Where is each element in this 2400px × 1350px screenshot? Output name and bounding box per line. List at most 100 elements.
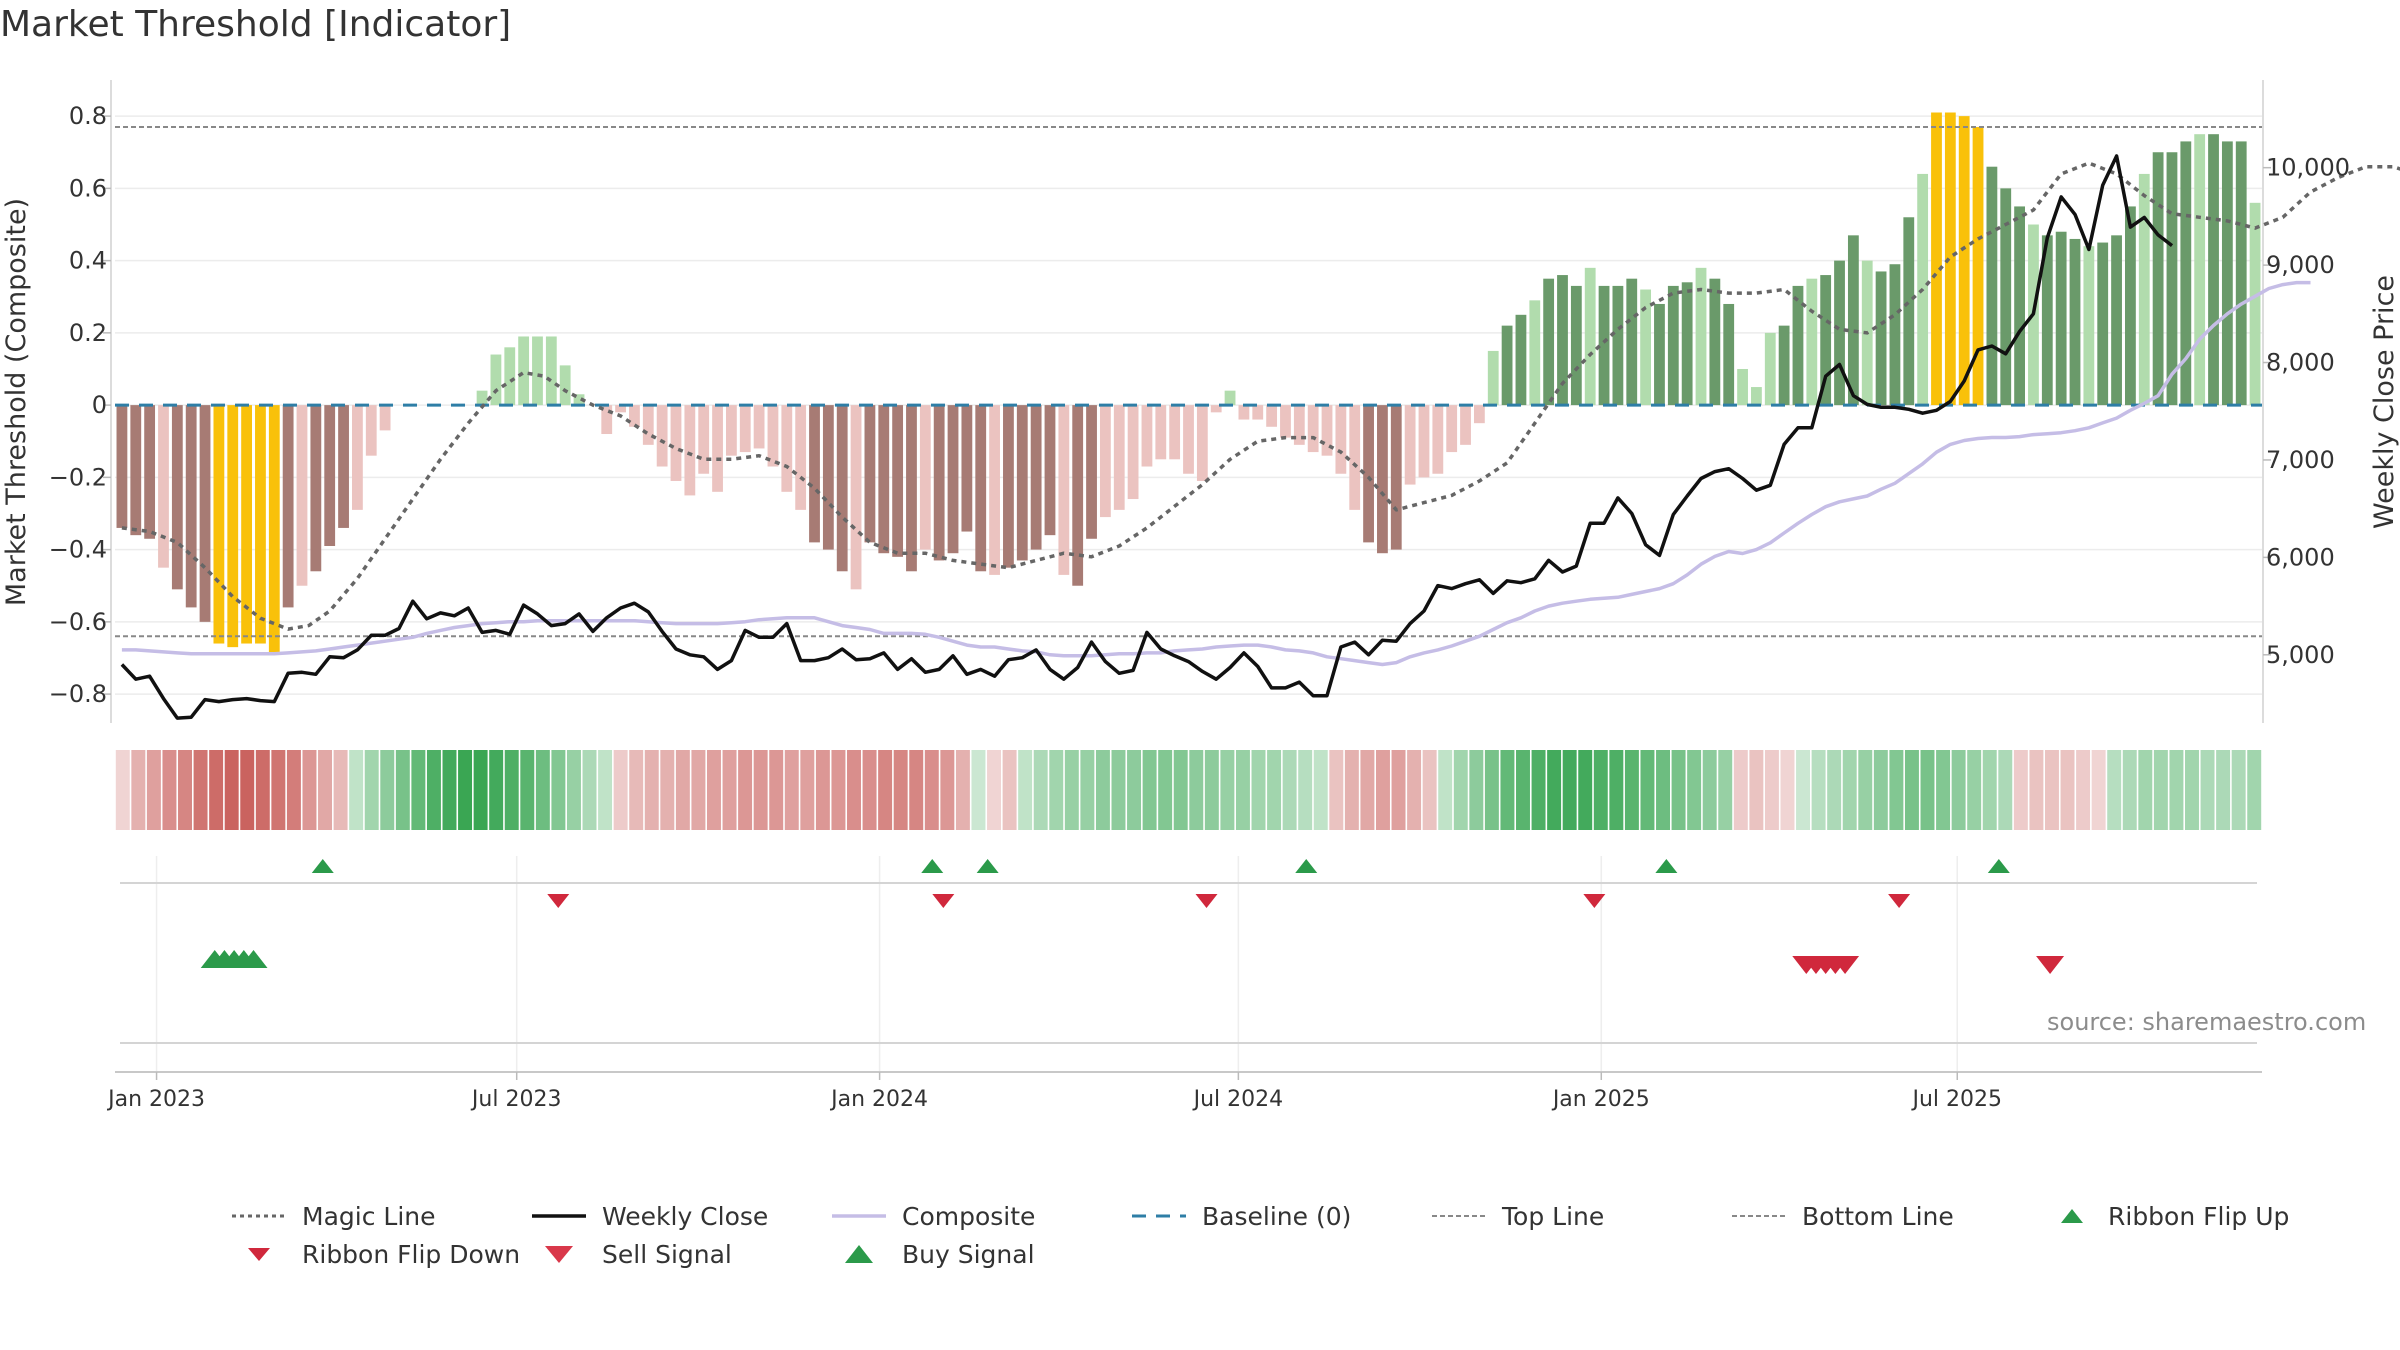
ribbon-cell (193, 750, 208, 830)
legend-label: Magic Line (302, 1201, 436, 1231)
ribbon-cell (1329, 750, 1344, 830)
composite-bar (1446, 405, 1458, 453)
composite-bar (919, 405, 931, 550)
composite-bar (961, 405, 973, 532)
composite-bar (1086, 405, 1097, 539)
right-tick-label: 9,000 (2266, 251, 2335, 279)
ribbon-cell (1220, 750, 1235, 830)
ribbon-cell (1142, 750, 1157, 830)
composite-bar (1432, 405, 1444, 474)
ribbon-cell (255, 750, 270, 830)
ribbon-cell (1173, 750, 1188, 830)
composite-bar (2180, 141, 2192, 406)
ribbon-cell (1780, 750, 1795, 830)
composite-bar (836, 405, 848, 572)
composite-bar (781, 405, 793, 492)
composite-line (121, 280, 2311, 667)
ribbon-cell (2185, 750, 2199, 830)
composite-bar (850, 405, 862, 590)
ribbon-cell (1904, 750, 1919, 830)
composite-bar (504, 347, 516, 406)
ribbon-cell (2044, 750, 2059, 830)
ribbon-cell (2091, 750, 2106, 830)
ribbon-cell (971, 750, 986, 830)
composite-bar (629, 405, 640, 427)
legend-swatch-top-line (1432, 1215, 1486, 1217)
composite-bar (1113, 405, 1125, 510)
ribbon-cell (1656, 750, 1670, 830)
left-tick-label: 0.2 (69, 319, 107, 347)
composite-bar (1224, 390, 1236, 406)
legend-item-bottom-line: Bottom Line (1730, 1198, 1954, 1234)
right-axis-title: Weekly Close Price (2369, 275, 2400, 529)
x-tick-label: Jan 2025 (1551, 1087, 1650, 1112)
ribbon-cell (411, 750, 426, 830)
ribbon-cell (2153, 750, 2168, 830)
ribbon-cell (987, 750, 1002, 830)
ribbon-cell (1936, 750, 1951, 830)
composite-bar (1183, 405, 1194, 474)
composite-bar (171, 405, 183, 590)
ribbon-cell (2029, 750, 2044, 830)
composite-bar (1792, 285, 1804, 406)
composite-bar (1321, 405, 1333, 456)
right-tick-label: 10,000 (2266, 154, 2350, 182)
ribbon-flip-up-marker (1655, 859, 1678, 873)
ribbon-cell (722, 750, 737, 830)
composite-bar (1903, 217, 1915, 406)
ribbon-cell (1313, 750, 1328, 830)
ribbon-cell (1344, 750, 1359, 830)
composite-bar (2208, 134, 2219, 406)
ribbon-cell (909, 750, 924, 830)
ribbon-cell (2247, 750, 2262, 830)
composite-bar (822, 405, 834, 550)
composite-bar (975, 405, 987, 572)
composite-bar (1335, 405, 1347, 474)
composite-bar (1820, 275, 1832, 406)
ribbon-cell (1251, 750, 1266, 830)
ribbon-cell (1796, 750, 1811, 830)
composite-bar (1003, 405, 1014, 568)
right-tick-label: 5,000 (2266, 641, 2335, 669)
composite-bar (2069, 238, 2081, 406)
ribbon-flip-down-marker (1195, 894, 1218, 908)
composite-bar (255, 405, 266, 644)
ribbon-cell (302, 750, 317, 830)
ribbon-cell (1298, 750, 1313, 830)
legend-swatch-composite (832, 1214, 886, 1218)
ribbon-cell (1127, 750, 1142, 830)
ribbon-cell (1687, 750, 1702, 830)
legend-label: Ribbon Flip Down (302, 1239, 521, 1269)
x-tick-label: Jan 2023 (106, 1087, 205, 1112)
x-tick-label: Jan 2024 (829, 1087, 928, 1112)
ribbon-cell (2107, 750, 2122, 830)
ribbon-cell (2060, 750, 2075, 830)
ribbon-cell (893, 750, 908, 830)
composite-bar (2055, 231, 2067, 406)
ribbon-cell (800, 750, 815, 830)
composite-bar (282, 405, 294, 608)
right-tick-label: 8,000 (2266, 349, 2335, 377)
ribbon-cell (489, 750, 504, 830)
ribbon-cell (520, 750, 535, 830)
composite-bar (725, 405, 737, 456)
ribbon-flip-up-marker (921, 859, 944, 873)
ribbon-cell (1749, 750, 1764, 830)
composite-bar (1598, 285, 1610, 406)
composite-bar (1958, 116, 1970, 406)
composite-bar (1584, 267, 1596, 406)
composite-bar (1404, 405, 1416, 485)
legend-item-composite: Composite (830, 1198, 1035, 1234)
ribbon-cell (1407, 750, 1422, 830)
composite-bar (1169, 405, 1181, 460)
ribbon-cell (613, 750, 628, 830)
chart-legend: Magic Line Weekly Close Composite Baseli… (230, 1198, 2370, 1278)
composite-bar (684, 405, 696, 496)
ribbon-cell (1578, 750, 1593, 830)
composite-bar (642, 405, 654, 445)
sell-signal-marker (1831, 956, 1860, 974)
ribbon-cell (1811, 750, 1826, 830)
composite-bar (1238, 405, 1250, 420)
ribbon-flip-down-marker (1583, 894, 1606, 908)
